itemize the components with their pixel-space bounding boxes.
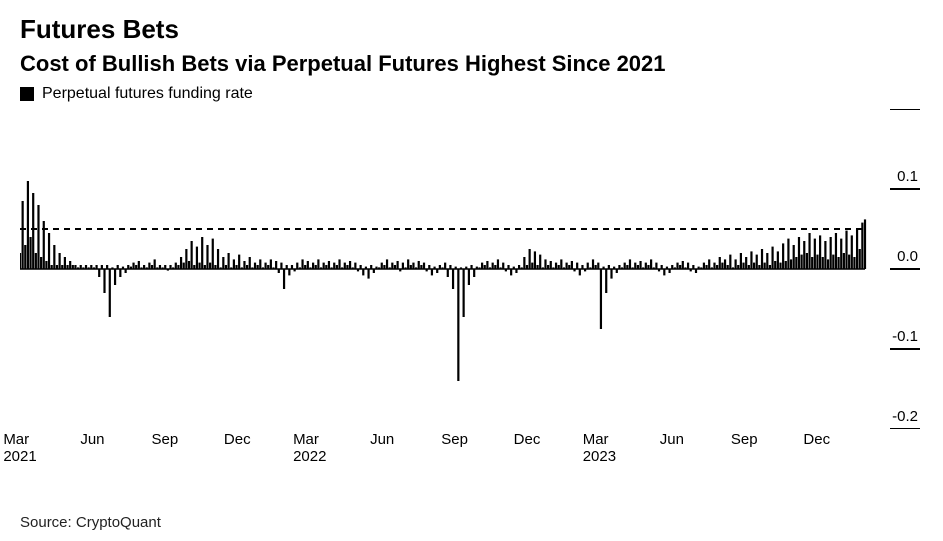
x-tick-minor: Dec (224, 431, 251, 448)
chart-subtitle: Cost of Bullish Bets via Perpetual Futur… (20, 51, 923, 77)
x-tick-minor: Jun (80, 431, 104, 448)
x-tick-minor: Jun (370, 431, 394, 448)
x-tick-minor: Sep (441, 431, 468, 448)
chart-card: Futures Bets Cost of Bullish Bets via Pe… (0, 0, 943, 541)
svg-text:-0.2: -0.2 (892, 408, 918, 425)
legend: Perpetual futures funding rate (20, 85, 923, 103)
legend-label: Perpetual futures funding rate (42, 85, 253, 103)
legend-swatch (20, 87, 34, 101)
funding-rate-chart: 0.2%0.10.0-0.1-0.2 (20, 109, 923, 429)
x-tick-major: Mar2023 (583, 431, 616, 465)
x-tick-major: Mar2021 (3, 431, 36, 465)
x-axis-labels: Mar2021Mar2022Mar2023JunSepDecJunSepDecJ… (20, 431, 923, 481)
x-tick-minor: Dec (514, 431, 541, 448)
svg-text:0.0: 0.0 (897, 248, 918, 265)
x-tick-minor: Sep (151, 431, 178, 448)
x-tick-minor: Jun (660, 431, 684, 448)
chart-title: Futures Bets (20, 14, 923, 45)
x-tick-major: Mar2022 (293, 431, 326, 465)
x-tick-minor: Dec (803, 431, 830, 448)
svg-text:0.1: 0.1 (897, 168, 918, 185)
x-tick-minor: Sep (731, 431, 758, 448)
chart-area: 0.2%0.10.0-0.1-0.2 Mar2021Mar2022Mar2023… (20, 109, 923, 469)
chart-source: Source: CryptoQuant (20, 514, 161, 531)
svg-text:-0.1: -0.1 (892, 328, 918, 345)
